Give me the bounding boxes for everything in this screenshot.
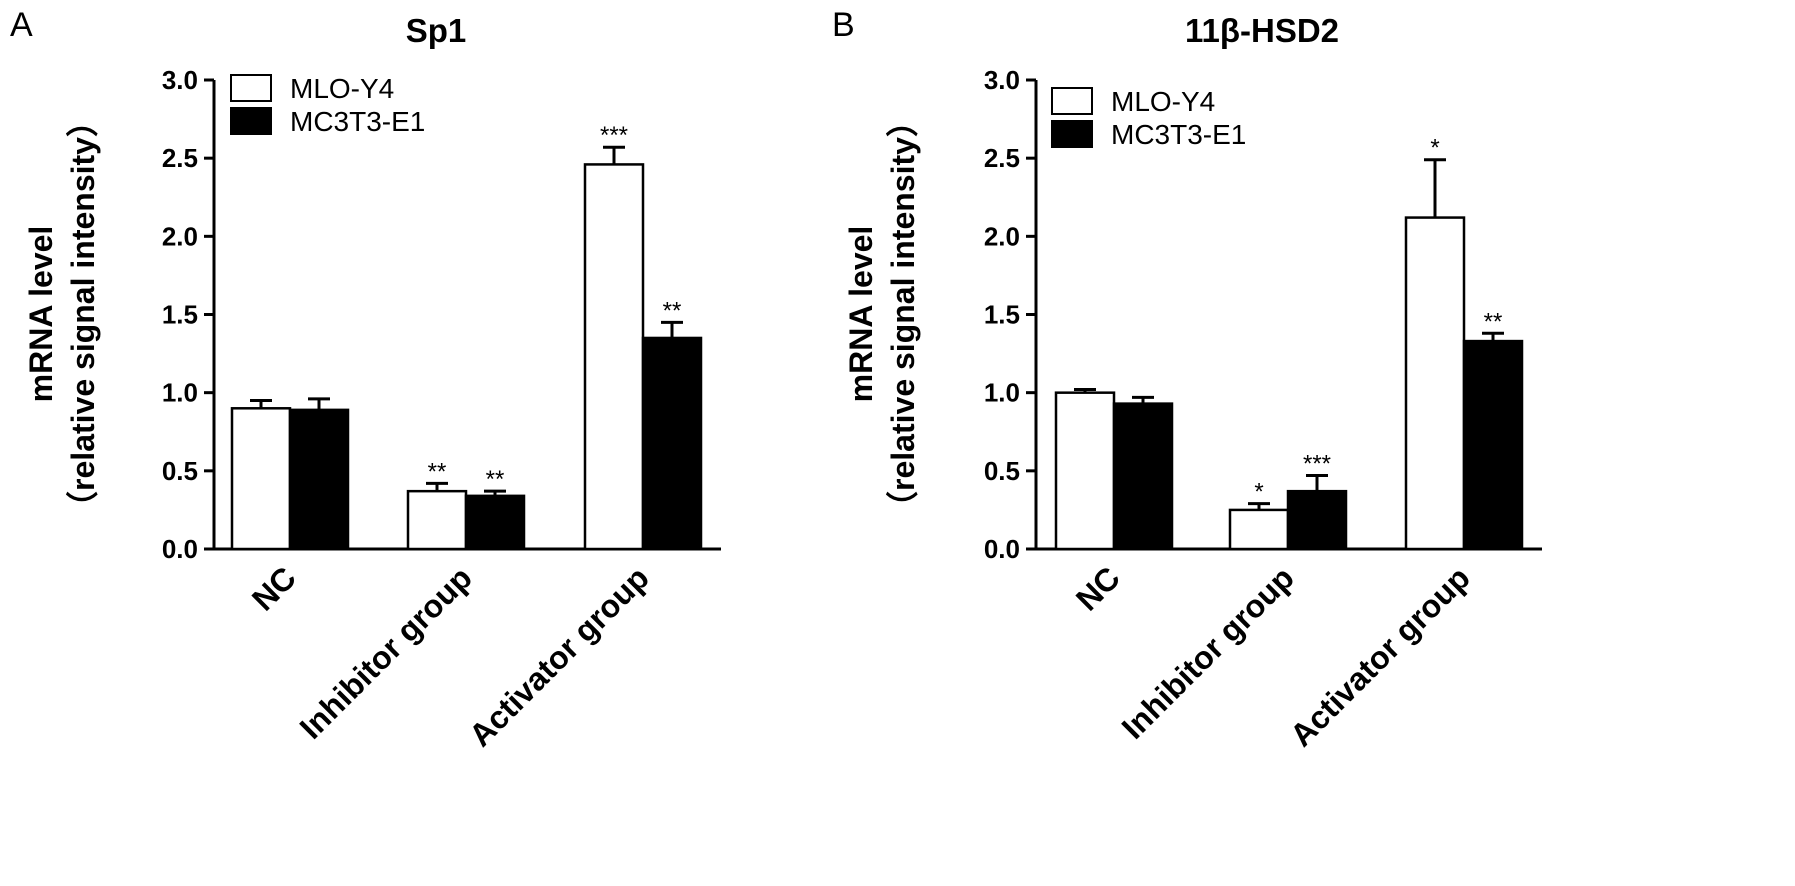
bar-mc3t3-e1 — [641, 336, 703, 551]
y-axis-label-units: （relative signal intensity） — [65, 105, 101, 523]
significance-marker: *** — [600, 122, 628, 149]
significance-marker: ** — [486, 466, 505, 493]
y-tick-label: 0.5 — [984, 456, 1020, 486]
bar-mlo-y4 — [1228, 508, 1290, 551]
y-tick-label: 2.5 — [162, 143, 198, 173]
chart-title: Sp1 — [406, 12, 467, 49]
y-tick-label: 1.0 — [162, 378, 198, 408]
y-tick-label: 2.0 — [984, 221, 1020, 251]
x-category-label: Inhibitor group — [1115, 559, 1301, 745]
bar-mc3t3-e1 — [288, 408, 350, 551]
y-tick-label: 2.0 — [162, 221, 198, 251]
x-category-label: Inhibitor group — [293, 559, 479, 745]
legend-swatch — [230, 107, 272, 135]
y-axis-label: mRNA level — [843, 226, 879, 403]
y-tick-label: 3.0 — [984, 65, 1020, 95]
legend-label: MC3T3-E1 — [1111, 119, 1246, 150]
legend-label: MLO-Y4 — [290, 73, 394, 104]
y-tick-label: 1.0 — [984, 378, 1020, 408]
y-tick-label: 2.5 — [984, 143, 1020, 173]
legend-label: MC3T3-E1 — [290, 106, 425, 137]
x-category-label: Activator group — [1283, 559, 1477, 753]
x-category-label: NC — [245, 559, 303, 617]
x-category-label: NC — [1069, 559, 1127, 617]
significance-marker: *** — [1303, 451, 1331, 478]
legend-swatch — [230, 74, 272, 102]
bar-mc3t3-e1 — [1112, 402, 1174, 551]
y-tick-label: 0.0 — [162, 534, 198, 564]
panel-a: A Sp1 0.0 0.5 1.0 1.5 2.0 2.5 3.0 mRNA level （rela… — [10, 6, 721, 753]
legend-swatch — [1051, 120, 1093, 148]
y-tick-label: 1.5 — [162, 300, 198, 330]
chart-title: 11β-HSD2 — [1185, 12, 1339, 49]
significance-marker: ** — [1484, 308, 1503, 335]
significance-marker: * — [1254, 479, 1263, 506]
significance-marker: ** — [663, 297, 682, 324]
y-axis-label-units: （relative signal intensity） — [885, 105, 921, 523]
bar-mc3t3-e1 — [1286, 489, 1348, 551]
bar-mlo-y4 — [583, 163, 645, 551]
significance-marker: * — [1430, 135, 1439, 162]
significance-marker: ** — [428, 458, 447, 485]
bar-mlo-y4 — [1054, 391, 1116, 551]
y-tick-label: 3.0 — [162, 65, 198, 95]
legend-label: MLO-Y4 — [1111, 86, 1215, 117]
y-tick-label: 0.5 — [162, 456, 198, 486]
y-tick-label: 0.0 — [984, 534, 1020, 564]
x-category-label: Activator group — [462, 559, 656, 753]
y-tick-label: 1.5 — [984, 300, 1020, 330]
panel-letter: A — [10, 6, 33, 44]
bar-mc3t3-e1 — [1462, 339, 1524, 551]
panel-b: B 11β-HSD2 0.0 0.5 1.0 1.5 2.0 2.5 3.0 mRNA level… — [832, 6, 1542, 753]
y-axis-label: mRNA level — [23, 226, 59, 403]
bar-mlo-y4 — [230, 407, 292, 551]
panel-letter: B — [832, 6, 855, 44]
bar-mlo-y4 — [1404, 216, 1466, 551]
legend-swatch — [1051, 87, 1093, 115]
bar-mc3t3-e1 — [464, 494, 526, 551]
bar-mlo-y4 — [406, 489, 468, 551]
